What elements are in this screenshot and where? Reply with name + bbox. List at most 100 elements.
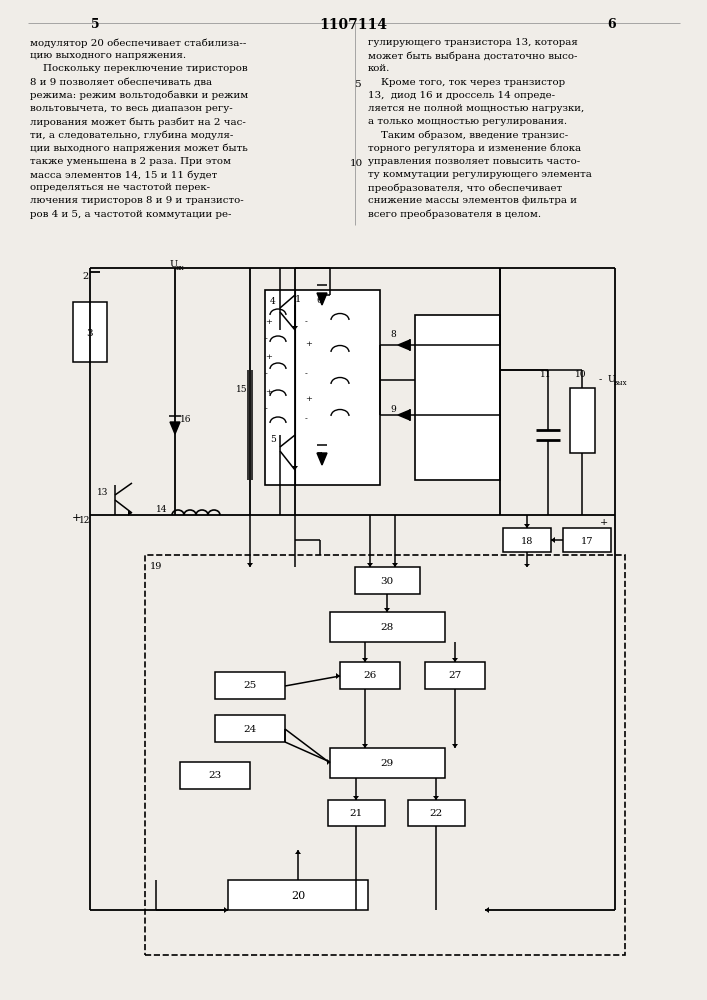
Polygon shape [295, 850, 301, 854]
Text: 4: 4 [270, 297, 276, 306]
Bar [215, 715, 285, 742]
Text: 6: 6 [316, 296, 322, 305]
Text: 8: 8 [390, 330, 396, 339]
Text: ту коммутации регулирующего элемента: ту коммутации регулирующего элемента [368, 170, 592, 179]
Polygon shape [524, 564, 530, 567]
Text: 5: 5 [270, 435, 276, 444]
Text: снижение массы элементов фильтра и: снижение массы элементов фильтра и [368, 196, 577, 205]
Text: 10: 10 [350, 159, 363, 168]
Text: а только мощностью регулирования.: а только мощностью регулирования. [368, 117, 567, 126]
Polygon shape [362, 744, 368, 748]
Polygon shape [384, 608, 390, 612]
Text: 3: 3 [87, 328, 93, 338]
Text: торного регулятора и изменение блока: торного регулятора и изменение блока [368, 144, 581, 153]
Bar [328, 800, 385, 826]
Polygon shape [551, 537, 555, 543]
Text: 5: 5 [90, 18, 99, 31]
Text: может быть выбрана достаточно высо-: может быть выбрана достаточно высо- [368, 51, 578, 61]
Polygon shape [524, 524, 530, 528]
Text: кой.: кой. [368, 64, 390, 73]
Text: 1: 1 [295, 295, 301, 304]
Text: ров 4 и 5, а частотой коммутации ре-: ров 4 и 5, а частотой коммутации ре- [30, 210, 231, 219]
Text: 9: 9 [390, 405, 396, 414]
Polygon shape [336, 673, 340, 679]
Bar [228, 880, 368, 910]
Text: +: + [265, 353, 272, 361]
Text: U: U [170, 260, 178, 269]
Text: ти, а следовательно, глубина модуля-: ти, а следовательно, глубина модуля- [30, 130, 233, 140]
Text: 29: 29 [380, 760, 394, 768]
Polygon shape [224, 907, 228, 913]
Text: 25: 25 [243, 682, 257, 690]
Text: 18: 18 [521, 536, 533, 546]
Bar [408, 800, 465, 826]
Text: определяться не частотой перек-: определяться не частотой перек- [30, 183, 210, 192]
Text: +: + [305, 340, 312, 348]
Polygon shape [398, 410, 410, 420]
Polygon shape [317, 293, 327, 305]
Text: цию выходного напряжения.: цию выходного напряжения. [30, 51, 186, 60]
Text: лирования может быть разбит на 2 час-: лирования может быть разбит на 2 час- [30, 117, 246, 127]
Bar [415, 315, 500, 480]
Text: вых: вых [614, 379, 628, 387]
Text: режима: режим вольтодобавки и режим: режима: режим вольтодобавки и режим [30, 91, 248, 100]
Text: модулятор 20 обеспечивает стабилиза--: модулятор 20 обеспечивает стабилиза-- [30, 38, 246, 47]
Text: 8 и 9 позволяет обеспечивать два: 8 и 9 позволяет обеспечивать два [30, 78, 212, 87]
Polygon shape [128, 510, 132, 516]
Text: 23: 23 [209, 772, 221, 780]
Text: ции выходного напряжения может быть: ции выходного напряжения может быть [30, 144, 247, 153]
Polygon shape [398, 340, 410, 350]
Text: 28: 28 [380, 624, 394, 633]
Text: 24: 24 [243, 724, 257, 734]
Bar [340, 662, 400, 689]
Text: 21: 21 [349, 810, 363, 818]
Text: также уменьшена в 2 раза. При этом: также уменьшена в 2 раза. При этом [30, 157, 231, 166]
Text: 22: 22 [429, 810, 443, 818]
Bar [215, 672, 285, 699]
Text: -: - [265, 335, 268, 343]
Text: 1107114: 1107114 [319, 18, 387, 32]
Text: +: + [265, 318, 272, 326]
Text: 20: 20 [291, 891, 305, 901]
Text: U: U [608, 375, 616, 384]
Bar [330, 748, 445, 778]
Bar [265, 290, 380, 485]
Text: 2: 2 [82, 272, 88, 281]
Bar [73, 302, 107, 362]
Polygon shape [433, 796, 439, 800]
Polygon shape [353, 796, 359, 800]
Bar [330, 612, 445, 642]
Text: 7: 7 [316, 452, 322, 461]
Text: 6: 6 [608, 18, 617, 31]
Text: 16: 16 [180, 415, 192, 424]
Bar [503, 528, 551, 552]
Text: вх: вх [176, 264, 185, 272]
Polygon shape [292, 326, 298, 330]
Polygon shape [362, 658, 368, 662]
Text: +: + [265, 388, 272, 396]
Text: +: + [72, 513, 81, 523]
Text: 12: 12 [79, 516, 90, 525]
Text: -: - [305, 415, 308, 423]
Text: преобразователя, что обеспечивает: преобразователя, что обеспечивает [368, 183, 562, 193]
Polygon shape [317, 453, 327, 465]
Text: Таким образом, введение транзис-: Таким образом, введение транзис- [368, 130, 568, 140]
Text: Кроме того, ток через транзистор: Кроме того, ток через транзистор [368, 78, 565, 87]
Text: гулирующего транзистора 13, которая: гулирующего транзистора 13, которая [368, 38, 578, 47]
Text: 13,  диод 16 и дроссель 14 опреде-: 13, диод 16 и дроссель 14 опреде- [368, 91, 555, 100]
Text: 14: 14 [156, 505, 168, 514]
Text: 11: 11 [540, 370, 551, 379]
Polygon shape [170, 422, 180, 434]
Text: 19: 19 [150, 562, 163, 571]
Bar [355, 567, 420, 594]
Text: 13: 13 [97, 488, 108, 497]
Polygon shape [247, 563, 253, 567]
Text: -: - [265, 405, 268, 413]
Text: +: + [305, 395, 312, 403]
Text: 30: 30 [380, 576, 394, 585]
Text: управления позволяет повысить часто-: управления позволяет повысить часто- [368, 157, 580, 166]
Polygon shape [327, 759, 330, 765]
Text: 17: 17 [580, 536, 593, 546]
Text: -: - [265, 370, 268, 378]
Text: -: - [305, 318, 308, 326]
